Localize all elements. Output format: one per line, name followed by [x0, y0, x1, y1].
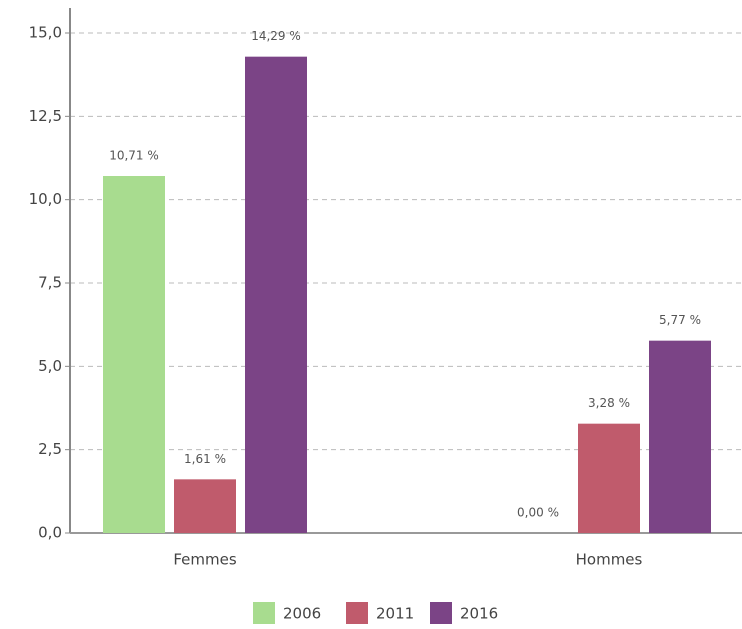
y-tick-label: 0,0: [38, 524, 62, 542]
bar: [174, 479, 236, 533]
legend-label: 2006: [283, 605, 321, 623]
value-label: 0,00 %: [517, 506, 559, 520]
legend-swatch: [253, 602, 275, 624]
value-label: 1,61 %: [184, 452, 226, 466]
value-label: 10,71 %: [109, 149, 159, 163]
value-label: 3,28 %: [588, 396, 630, 410]
y-tick-label: 12,5: [29, 107, 62, 125]
bar: [245, 56, 307, 534]
legend-label: 2011: [376, 605, 414, 623]
legend-swatch: [346, 602, 368, 624]
value-label: 5,77 %: [659, 313, 701, 327]
x-tick-label: Hommes: [576, 551, 643, 569]
legend-swatch: [430, 602, 452, 624]
y-tick-label: 15,0: [29, 24, 62, 42]
value-label: 14,29 %: [251, 29, 301, 43]
legend-label: 2016: [460, 605, 498, 623]
y-tick-label: 7,5: [38, 274, 62, 292]
y-tick-label: 2,5: [38, 440, 62, 458]
bar: [578, 423, 640, 533]
y-tick-label: 10,0: [29, 190, 62, 208]
x-tick-label: Femmes: [173, 551, 236, 569]
y-tick-label: 5,0: [38, 357, 62, 375]
bar: [649, 340, 711, 533]
bar: [103, 176, 165, 533]
